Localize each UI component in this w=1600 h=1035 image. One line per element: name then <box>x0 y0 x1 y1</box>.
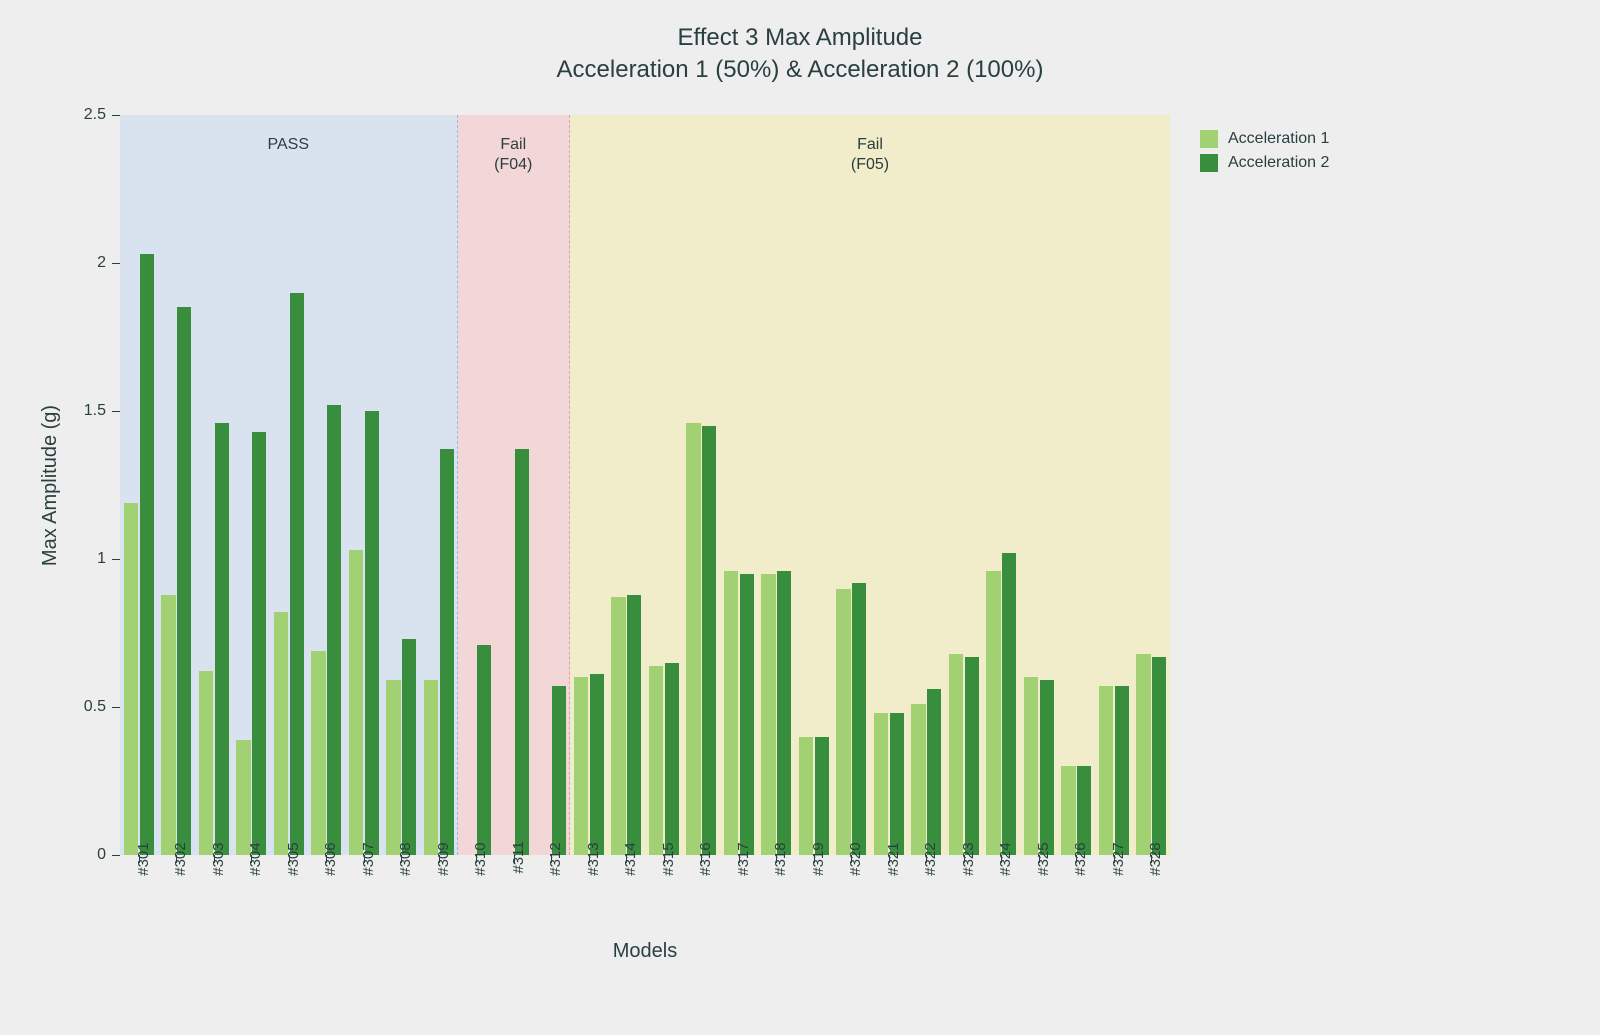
x-tick-label: #314 <box>622 809 639 869</box>
x-tick-label: #326 <box>1072 809 1089 869</box>
category: #313 <box>570 115 608 855</box>
category: #323 <box>945 115 983 855</box>
legend-item-acceleration-1: Acceleration 1 <box>1200 130 1329 148</box>
x-tick-label: #319 <box>810 809 827 869</box>
x-tick-label: #320 <box>847 809 864 869</box>
x-tick-label: #316 <box>697 809 714 869</box>
y-tick: 2 <box>97 254 120 272</box>
category: #326 <box>1058 115 1096 855</box>
category: #302 <box>158 115 196 855</box>
bar-acceleration-2 <box>290 293 304 855</box>
y-axis-label: Max Amplitude (g) <box>36 115 66 855</box>
category: #309 <box>420 115 458 855</box>
y-axis-label-text: Max Amplitude (g) <box>40 404 63 565</box>
category: #308 <box>383 115 421 855</box>
chart-title-line1: Effect 3 Max Amplitude <box>0 22 1600 54</box>
bar-acceleration-2 <box>327 405 341 855</box>
category: #310 <box>458 115 496 855</box>
category: #303 <box>195 115 233 855</box>
x-tick-label: #310 <box>472 809 489 869</box>
x-tick-label: #302 <box>172 809 189 869</box>
x-tick-label: #305 <box>285 809 302 869</box>
category: #317 <box>720 115 758 855</box>
category: #305 <box>270 115 308 855</box>
bar-acceleration-2 <box>177 307 191 855</box>
chart-title-line2: Acceleration 1 (50%) & Acceleration 2 (1… <box>0 54 1600 86</box>
legend-swatch-2 <box>1200 154 1218 172</box>
chart-root: Effect 3 Max Amplitude Acceleration 1 (5… <box>0 0 1600 1035</box>
category: #301 <box>120 115 158 855</box>
y-tick: 1 <box>97 550 120 568</box>
x-tick-label: #325 <box>1035 809 1052 869</box>
bar-acceleration-1 <box>124 503 138 855</box>
bar-acceleration-1 <box>686 423 700 855</box>
bar-acceleration-2 <box>365 411 379 855</box>
bar-acceleration-2 <box>440 449 454 855</box>
y-tick: 1.5 <box>84 402 120 420</box>
category: #304 <box>233 115 271 855</box>
x-tick-label: #324 <box>997 809 1014 869</box>
category: #319 <box>795 115 833 855</box>
category: #307 <box>345 115 383 855</box>
chart-title: Effect 3 Max Amplitude Acceleration 1 (5… <box>0 22 1600 87</box>
x-tick-label: #315 <box>660 809 677 869</box>
bar-acceleration-2 <box>215 423 229 855</box>
x-tick-label: #323 <box>960 809 977 869</box>
x-axis-label: Models <box>120 940 1170 963</box>
x-tick-label: #309 <box>435 809 452 869</box>
plot-area: PASSFail(F04)Fail(F05)00.511.522.5#301#3… <box>120 115 1170 855</box>
category: #315 <box>645 115 683 855</box>
bar-acceleration-2 <box>252 432 266 855</box>
legend-swatch-1 <box>1200 130 1218 148</box>
legend-item-acceleration-2: Acceleration 2 <box>1200 154 1329 172</box>
x-tick-label: #311 <box>510 809 527 869</box>
x-tick-label: #318 <box>772 809 789 869</box>
y-tick: 0 <box>97 846 120 864</box>
x-tick-label: #322 <box>922 809 939 869</box>
legend: Acceleration 1 Acceleration 2 <box>1200 130 1329 178</box>
category: #318 <box>758 115 796 855</box>
x-tick-label: #303 <box>210 809 227 869</box>
x-tick-label: #321 <box>885 809 902 869</box>
categories: #301#302#303#304#305#306#307#308#309#310… <box>120 115 1170 855</box>
x-tick-label: #312 <box>547 809 564 869</box>
x-tick-label: #313 <box>585 809 602 869</box>
category: #327 <box>1095 115 1133 855</box>
category: #311 <box>495 115 533 855</box>
bar-acceleration-2 <box>140 254 154 855</box>
category: #316 <box>683 115 721 855</box>
x-tick-label: #304 <box>247 809 264 869</box>
category: #320 <box>833 115 871 855</box>
y-tick: 2.5 <box>84 106 120 124</box>
legend-label-2: Acceleration 2 <box>1228 154 1329 172</box>
category: #322 <box>908 115 946 855</box>
x-tick-label: #306 <box>322 809 339 869</box>
category: #314 <box>608 115 646 855</box>
y-tick: 0.5 <box>84 698 120 716</box>
category: #325 <box>1020 115 1058 855</box>
category: #324 <box>983 115 1021 855</box>
category: #312 <box>533 115 571 855</box>
legend-label-1: Acceleration 1 <box>1228 130 1329 148</box>
x-tick-label: #308 <box>397 809 414 869</box>
x-tick-label: #307 <box>360 809 377 869</box>
x-tick-label: #328 <box>1147 809 1164 869</box>
category: #328 <box>1133 115 1171 855</box>
bar-acceleration-2 <box>515 449 529 855</box>
bar-acceleration-2 <box>702 426 716 855</box>
x-tick-label: #301 <box>135 809 152 869</box>
category: #321 <box>870 115 908 855</box>
x-tick-label: #327 <box>1110 809 1127 869</box>
category: #306 <box>308 115 346 855</box>
x-tick-label: #317 <box>735 809 752 869</box>
